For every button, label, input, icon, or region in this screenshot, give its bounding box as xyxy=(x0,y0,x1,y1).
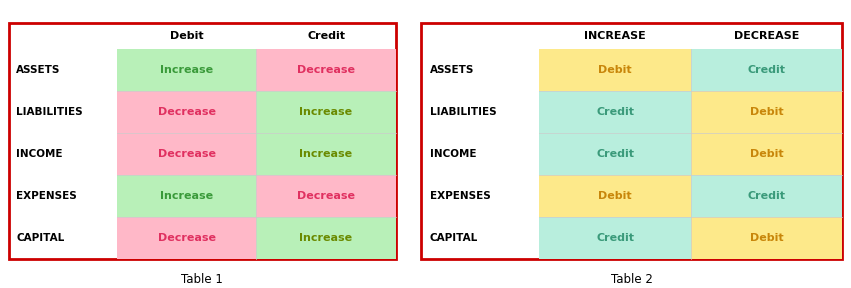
Text: DECREASE: DECREASE xyxy=(734,31,799,41)
Text: EXPENSES: EXPENSES xyxy=(16,191,77,201)
Text: Decrease: Decrease xyxy=(157,107,215,117)
Bar xyxy=(256,91,396,133)
Bar xyxy=(117,133,256,175)
Text: Debit: Debit xyxy=(750,233,784,243)
Text: Debit: Debit xyxy=(170,31,203,41)
Text: Debit: Debit xyxy=(750,149,784,159)
Bar xyxy=(540,217,691,259)
Text: INCOME: INCOME xyxy=(16,149,63,159)
Text: Table 1: Table 1 xyxy=(181,273,223,286)
Text: INCREASE: INCREASE xyxy=(584,31,646,41)
Bar xyxy=(117,217,256,259)
Bar xyxy=(540,49,691,91)
Bar xyxy=(256,49,396,91)
Bar xyxy=(691,49,842,91)
Bar xyxy=(540,91,691,133)
Text: Debit: Debit xyxy=(598,191,631,201)
Text: Credit: Credit xyxy=(307,31,345,41)
Text: Decrease: Decrease xyxy=(297,191,355,201)
Text: Decrease: Decrease xyxy=(157,233,215,243)
Text: Increase: Increase xyxy=(300,149,352,159)
Bar xyxy=(540,133,691,175)
Bar xyxy=(256,175,396,217)
Text: LIABILITIES: LIABILITIES xyxy=(16,107,83,117)
Text: Increase: Increase xyxy=(160,191,214,201)
Bar xyxy=(256,217,396,259)
Text: Table 2: Table 2 xyxy=(611,273,653,286)
Bar xyxy=(691,217,842,259)
Text: Increase: Increase xyxy=(300,107,352,117)
Bar xyxy=(540,175,691,217)
Bar xyxy=(691,133,842,175)
Bar xyxy=(691,175,842,217)
Bar xyxy=(117,49,256,91)
Text: CAPITAL: CAPITAL xyxy=(16,233,65,243)
Bar xyxy=(117,175,256,217)
Bar xyxy=(691,91,842,133)
Text: LIABILITIES: LIABILITIES xyxy=(430,107,496,117)
Bar xyxy=(256,133,396,175)
Text: Debit: Debit xyxy=(750,107,784,117)
Text: Credit: Credit xyxy=(748,191,785,201)
Text: Decrease: Decrease xyxy=(297,65,355,75)
Text: Credit: Credit xyxy=(596,233,634,243)
Text: INCOME: INCOME xyxy=(430,149,477,159)
Text: CAPITAL: CAPITAL xyxy=(430,233,478,243)
Text: Decrease: Decrease xyxy=(157,149,215,159)
Text: Increase: Increase xyxy=(300,233,352,243)
Text: Credit: Credit xyxy=(748,65,785,75)
Text: EXPENSES: EXPENSES xyxy=(430,191,490,201)
Text: ASSETS: ASSETS xyxy=(16,65,60,75)
Text: Increase: Increase xyxy=(160,65,214,75)
Text: ASSETS: ASSETS xyxy=(430,65,474,75)
Text: Credit: Credit xyxy=(596,149,634,159)
Text: Debit: Debit xyxy=(598,65,631,75)
Bar xyxy=(117,91,256,133)
Text: Credit: Credit xyxy=(596,107,634,117)
